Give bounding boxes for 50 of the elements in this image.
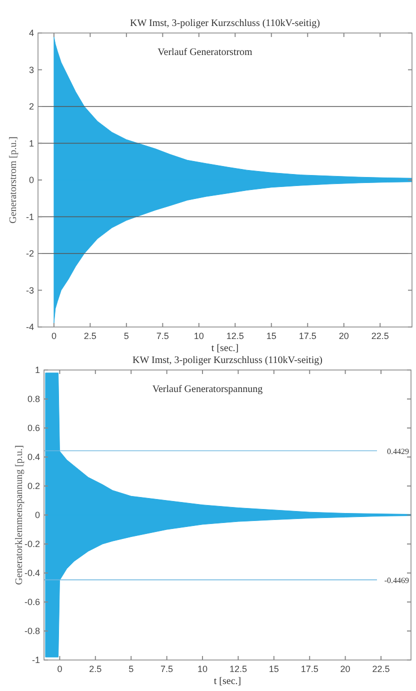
y-tick-label: 1: [34, 365, 40, 375]
x-tick-label: 2.5: [89, 664, 102, 674]
x-tick-label: 22.5: [371, 331, 389, 341]
y-tick-label: -4: [26, 322, 34, 332]
x-tick-label: 20: [340, 664, 350, 674]
x-tick-label: 5: [128, 664, 134, 674]
y-tick-label: -2: [26, 248, 34, 258]
y-tick-label: 0.6: [27, 423, 40, 433]
x-axis-title: t [sec.]: [214, 676, 242, 687]
y-tick-label: -1: [26, 212, 34, 222]
x-tick-label: 20: [338, 331, 349, 341]
y-tick-label: 0: [34, 510, 40, 520]
y-tick-label: -3: [26, 285, 34, 296]
x-axis-title: t [sec.]: [211, 343, 239, 354]
x-tick-label: 15: [268, 664, 279, 674]
y-tick-label: 2: [28, 102, 34, 112]
x-tick-label: 5: [124, 331, 129, 341]
y-tick-label: 0: [28, 175, 34, 185]
y-axis-title: Generatorstrom [p.u.]: [8, 136, 19, 224]
x-tick-label: 17.5: [298, 331, 316, 341]
y-tick-label: 4: [28, 28, 34, 38]
annotation: Verlauf Generatorstrom: [158, 47, 253, 58]
y-tick-label: -0.6: [24, 597, 40, 607]
y-tick-label: 0.4: [27, 452, 40, 462]
y-tick-label: 0.2: [27, 481, 40, 491]
y-tick-label: -0.2: [24, 539, 40, 549]
x-tick-label: 10: [198, 664, 208, 674]
x-tick-label: 7.5: [160, 664, 174, 674]
chart-title: KW Imst, 3-poliger Kurzschluss (110kV-seitig): [132, 355, 322, 366]
x-tick-label: 0: [57, 664, 62, 674]
x-tick-label: 15: [266, 331, 276, 341]
x-tick-label: 12.5: [229, 664, 247, 674]
y-tick-label: 3: [28, 64, 34, 75]
annotation: Verlauf Generatorspannung: [152, 384, 263, 395]
y-tick-label: 0.8: [27, 394, 40, 404]
x-tick-label: 0: [51, 331, 56, 341]
x-tick-label: 17.5: [300, 664, 318, 674]
y-axis-title: Generatorklemmenspannung [p.u.]: [14, 445, 25, 585]
ref-line-label: -0.4469: [384, 576, 409, 585]
y-tick-label: -1: [32, 655, 40, 665]
y-tick-label: -0.8: [24, 626, 40, 636]
y-tick-label: -0.4: [24, 568, 40, 578]
x-tick-label: 7.5: [156, 331, 169, 341]
x-tick-label: 22.5: [372, 664, 390, 674]
x-tick-label: 12.5: [226, 331, 244, 341]
x-tick-label: 2.5: [84, 331, 96, 341]
y-tick-label: 1: [28, 138, 34, 148]
chart-title: KW Imst, 3-poliger Kurzschluss (110kV-seitig): [130, 18, 320, 29]
ref-line-label: 0.4429: [387, 446, 409, 456]
x-tick-label: 10: [194, 331, 204, 341]
